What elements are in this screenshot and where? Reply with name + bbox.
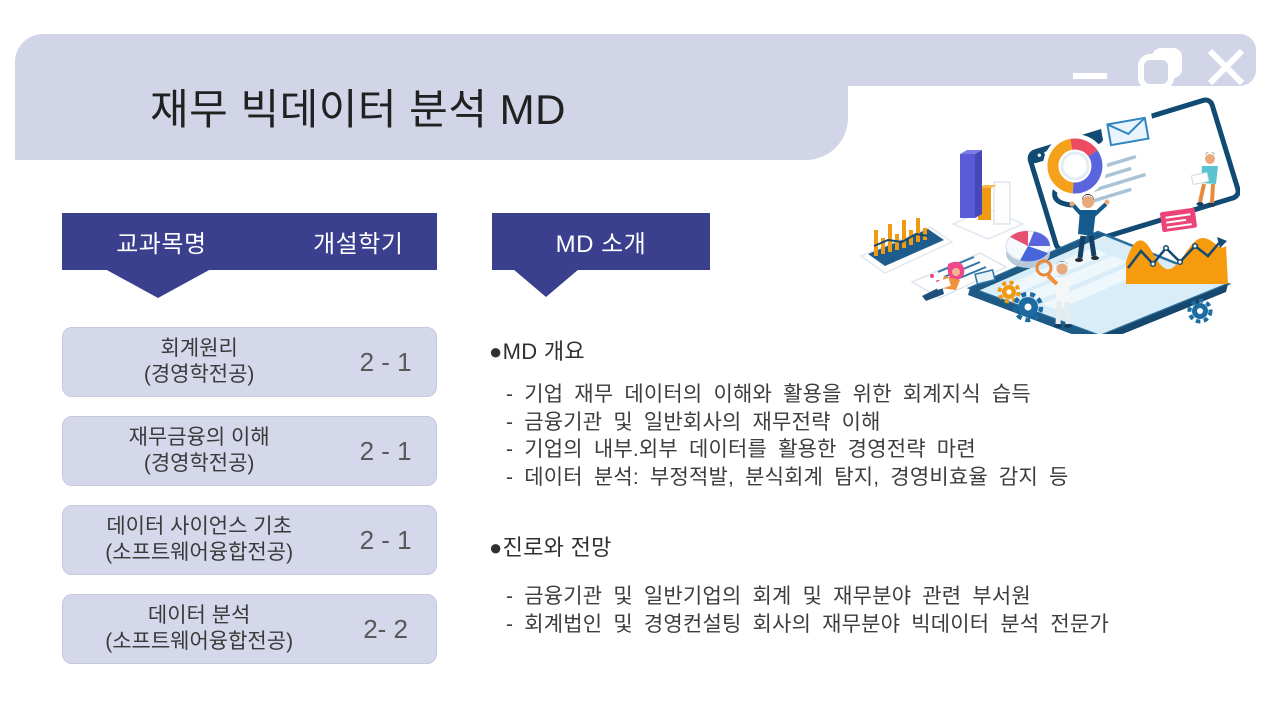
- table-row: 재무금융의 이해 (경영학전공) 2 - 1: [62, 416, 437, 486]
- table-row: 회계원리 (경영학전공) 2 - 1: [62, 327, 437, 397]
- career-heading: ●진로와 전망: [489, 535, 612, 560]
- md-intro-header-pointer: [513, 269, 579, 297]
- person-reading-icon: [922, 261, 965, 301]
- course-name: 회계원리 (경영학전공): [143, 336, 255, 386]
- course-header-pointer: [105, 269, 211, 298]
- course-table-header: 교과목명 개설학기: [62, 213, 437, 270]
- list-item: - 기업의 내부.외부 데이터를 활용한 경영전략 마련: [506, 438, 976, 461]
- note-card-icon: [1160, 207, 1197, 233]
- course-semester: 2 - 1: [359, 524, 412, 555]
- titlebar-strip: [846, 34, 1256, 86]
- donut-chart-icon: [1043, 134, 1107, 208]
- course-semester: 2 - 1: [359, 435, 412, 466]
- mail-card-icon: [1099, 110, 1157, 152]
- list-item: - 데이터 분석: 부정적발, 분식회계 탐지, 경영비효율 감지 등: [506, 465, 1069, 489]
- minimize-button[interactable]: [1066, 52, 1112, 84]
- gear-icon: [1012, 291, 1044, 323]
- close-icon: [1202, 44, 1250, 90]
- course-semester: 2 - 1: [359, 346, 412, 377]
- overview-list: - 기업 재무 데이터의 이해와 활용을 위한 회계지식 습득 - 금융기관 및…: [506, 381, 1069, 491]
- course-name: 데이터 사이언스 기초 (소프트웨어융합전공): [105, 514, 294, 564]
- table-row: 데이터 분석 (소프트웨어융합전공) 2- 2: [62, 594, 437, 664]
- career-list: - 금융기관 및 일반기업의 회계 및 재무분야 관련 부서원 - 회계법인 및…: [506, 583, 1109, 638]
- title-band: [15, 34, 848, 160]
- table-row: 데이터 사이언스 기초 (소프트웨어융합전공) 2 - 1: [62, 505, 437, 575]
- person-inspecting-icon: [1035, 259, 1072, 328]
- close-button[interactable]: [1202, 44, 1250, 90]
- course-semester: 2- 2: [363, 613, 409, 644]
- data-analytics-illustration: [848, 96, 1241, 344]
- course-name: 재무금융의 이해 (경영학전공): [128, 425, 270, 475]
- course-name: 데이터 분석 (소프트웨어융합전공): [105, 603, 294, 653]
- list-item: - 회계법인 및 경영컨설팅 회사의 재무분야 빅데이터 분석 전문가: [506, 612, 1109, 636]
- gear-icon: [1187, 298, 1213, 324]
- list-item: - 기업 재무 데이터의 이해와 활용을 위한 회계지식 습득: [506, 383, 1031, 406]
- person-presenting-icon: [1069, 194, 1110, 262]
- restore-icon: [1134, 42, 1188, 92]
- list-item: - 금융기관 및 일반기업의 회계 및 재무분야 관련 부서원: [506, 585, 1031, 608]
- phone-chart-icon: [859, 218, 954, 274]
- semester-header: 개설학기: [313, 231, 404, 258]
- gear-icon: [997, 280, 1021, 304]
- course-name-header: 교과목명: [116, 231, 207, 258]
- list-item: - 금융기관 및 일반회사의 재무전략 이해: [506, 410, 881, 434]
- overview-heading: ●MD 개요: [489, 339, 585, 364]
- page-title: 재무 빅데이터 분석 MD: [150, 86, 566, 133]
- md-intro-header: MD 소개: [492, 213, 710, 270]
- area-chart-icon: [1126, 237, 1228, 284]
- restore-button[interactable]: [1134, 42, 1188, 92]
- minimize-icon: [1066, 52, 1112, 84]
- bar-chart-icon: [951, 150, 1025, 240]
- person-sitting-icon: [1191, 151, 1218, 207]
